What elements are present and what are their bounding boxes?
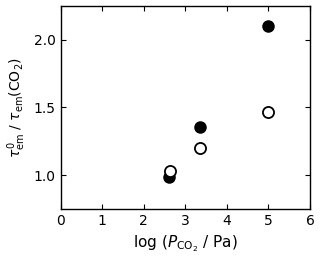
X-axis label: log ($P_{\mathrm{CO_2}}$ / Pa): log ($P_{\mathrm{CO_2}}$ / Pa): [133, 234, 238, 255]
Y-axis label: $\tau_{\mathrm{em}}^{0}$ / $\tau_{\mathrm{em}}$(CO$_2$): $\tau_{\mathrm{em}}^{0}$ / $\tau_{\mathr…: [5, 57, 28, 158]
